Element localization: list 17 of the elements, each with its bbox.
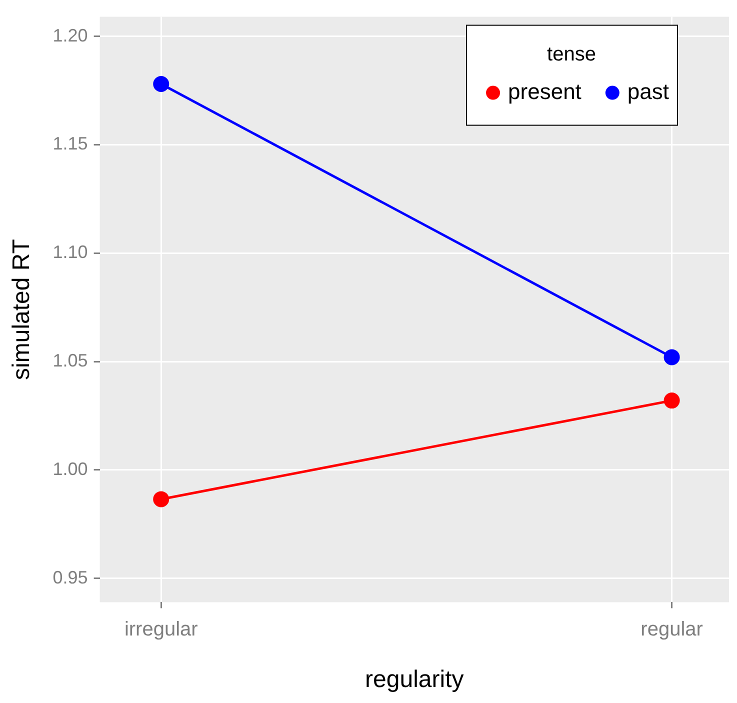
y-tick-label: 1.20 — [52, 25, 88, 46]
legend-label: present — [508, 78, 582, 104]
x-tick-label: irregular — [124, 618, 198, 641]
y-axis-title: simulated RT — [8, 238, 36, 380]
y-tick-label: 1.10 — [52, 242, 88, 262]
point — [664, 392, 680, 409]
y-tick-label: 1.05 — [52, 350, 88, 371]
point — [153, 76, 170, 92]
x-axis-title: regularity — [365, 666, 464, 694]
y-tick-label: 1.15 — [52, 134, 88, 154]
point — [664, 349, 680, 366]
point — [153, 491, 170, 508]
legend-title: tense — [547, 43, 596, 66]
x-tick-label: regular — [640, 618, 704, 641]
y-tick-label: 0.95 — [52, 567, 88, 588]
legend-label: past — [627, 78, 670, 104]
y-tick-label: 1.00 — [52, 458, 88, 479]
